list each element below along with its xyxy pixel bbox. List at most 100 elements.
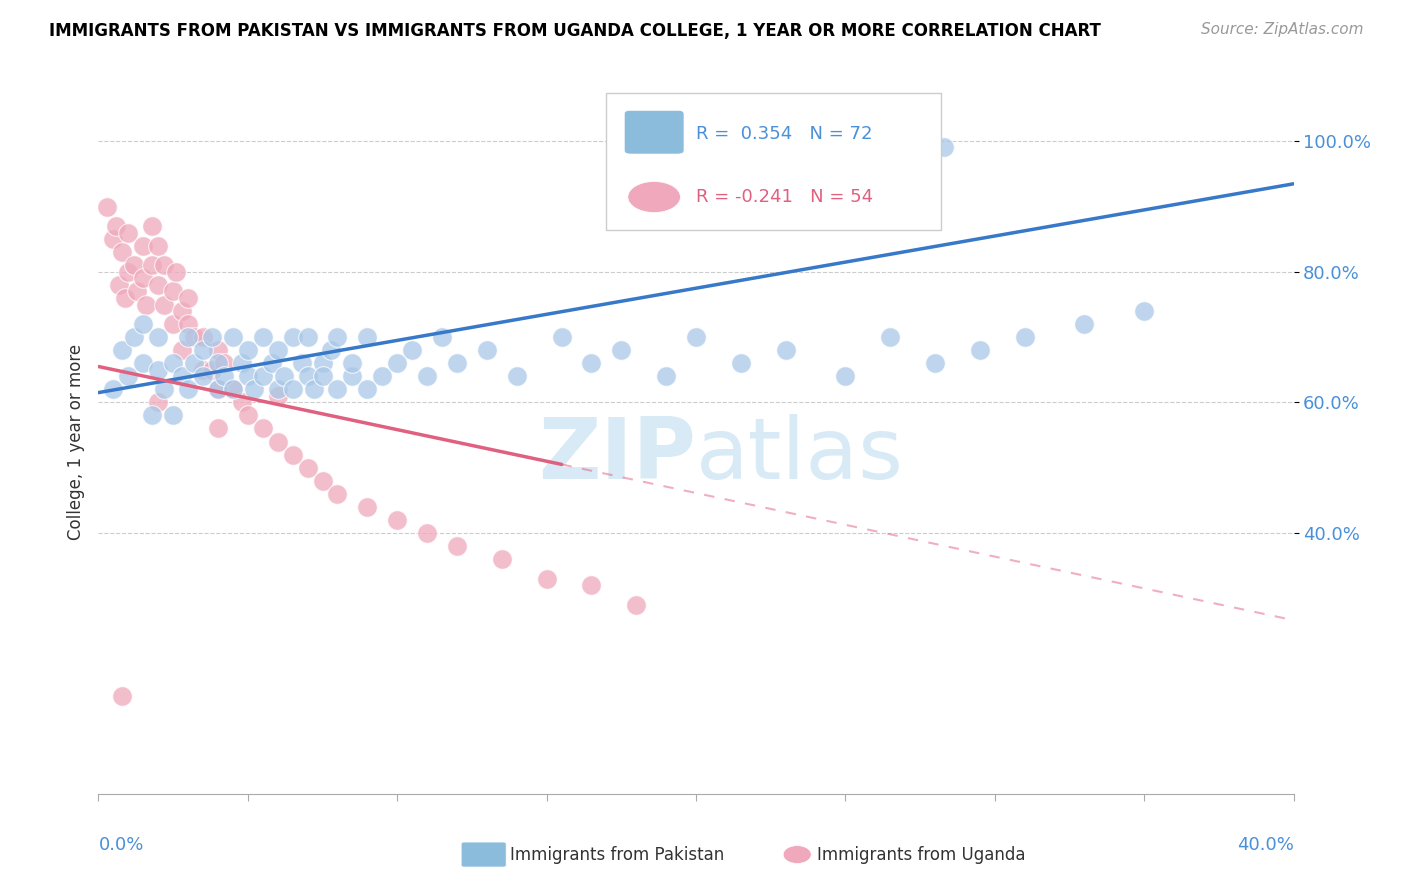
Point xyxy=(932,139,955,153)
Point xyxy=(212,356,235,370)
Point xyxy=(117,226,139,240)
Point xyxy=(236,409,259,423)
Point xyxy=(141,259,163,273)
Point xyxy=(172,369,194,384)
Point xyxy=(385,513,409,527)
Point xyxy=(183,356,205,370)
Point xyxy=(311,369,333,384)
Point xyxy=(252,330,274,344)
Text: 0.0%: 0.0% xyxy=(98,836,143,855)
Point xyxy=(475,343,498,358)
Point xyxy=(222,330,245,344)
Point xyxy=(446,356,468,370)
Point xyxy=(1073,317,1095,331)
Point xyxy=(124,330,146,344)
Point xyxy=(108,277,131,292)
Point xyxy=(172,343,194,358)
Point xyxy=(281,330,304,344)
FancyBboxPatch shape xyxy=(624,111,685,154)
Point xyxy=(183,330,205,344)
Point xyxy=(326,382,349,396)
Point xyxy=(148,330,170,344)
Point xyxy=(165,265,187,279)
Point xyxy=(775,343,797,358)
Point xyxy=(111,343,134,358)
Point xyxy=(321,343,343,358)
Point xyxy=(273,369,295,384)
Point xyxy=(148,363,170,377)
Point xyxy=(148,395,170,409)
Text: Immigrants from Pakistan: Immigrants from Pakistan xyxy=(510,846,724,863)
Point xyxy=(730,356,752,370)
Point xyxy=(201,330,224,344)
Point xyxy=(162,356,184,370)
Point xyxy=(132,356,155,370)
Point xyxy=(132,317,155,331)
Point xyxy=(924,356,946,370)
Point xyxy=(153,259,176,273)
Point xyxy=(124,259,146,273)
Point xyxy=(162,285,184,299)
Point xyxy=(326,330,349,344)
Point xyxy=(626,598,648,612)
Text: atlas: atlas xyxy=(696,414,904,497)
Point xyxy=(153,297,176,311)
Point xyxy=(148,239,170,253)
Point xyxy=(342,369,364,384)
Point xyxy=(222,382,245,396)
Point xyxy=(231,356,253,370)
Point xyxy=(207,382,229,396)
Point xyxy=(267,434,290,449)
Point xyxy=(114,291,136,305)
Point xyxy=(103,382,125,396)
Point xyxy=(302,382,325,396)
Point xyxy=(356,500,378,514)
Point xyxy=(252,421,274,435)
Point xyxy=(281,382,304,396)
Point xyxy=(446,539,468,553)
Point xyxy=(491,552,513,566)
Text: R = -0.241   N = 54: R = -0.241 N = 54 xyxy=(696,188,873,206)
Point xyxy=(311,356,333,370)
Point xyxy=(207,343,229,358)
Point xyxy=(236,343,259,358)
Point xyxy=(297,330,319,344)
FancyBboxPatch shape xyxy=(606,93,941,230)
Point xyxy=(267,343,290,358)
Point xyxy=(222,382,245,396)
Point xyxy=(243,382,266,396)
Point xyxy=(260,356,283,370)
Point xyxy=(191,343,214,358)
Point xyxy=(162,409,184,423)
Point xyxy=(177,330,200,344)
Point xyxy=(103,232,125,246)
Point xyxy=(132,271,155,285)
Text: 40.0%: 40.0% xyxy=(1237,836,1294,855)
Point xyxy=(96,200,118,214)
Point xyxy=(581,578,603,592)
Point xyxy=(201,363,224,377)
Point xyxy=(385,356,409,370)
Point xyxy=(401,343,423,358)
Point xyxy=(141,219,163,234)
Point xyxy=(550,330,572,344)
Point xyxy=(430,330,453,344)
Point xyxy=(207,421,229,435)
Point xyxy=(371,369,394,384)
Point xyxy=(132,239,155,253)
Text: Immigrants from Uganda: Immigrants from Uganda xyxy=(817,846,1025,863)
Point xyxy=(191,363,214,377)
Point xyxy=(969,343,991,358)
Y-axis label: College, 1 year or more: College, 1 year or more xyxy=(66,343,84,540)
Point xyxy=(148,277,170,292)
Point xyxy=(177,291,200,305)
Point xyxy=(111,245,134,260)
Point xyxy=(117,265,139,279)
Text: R =  0.354   N = 72: R = 0.354 N = 72 xyxy=(696,125,873,143)
Point xyxy=(879,330,901,344)
Point xyxy=(311,474,333,488)
Point xyxy=(326,487,349,501)
Point xyxy=(536,572,558,586)
Point xyxy=(342,356,364,370)
Point xyxy=(191,330,214,344)
